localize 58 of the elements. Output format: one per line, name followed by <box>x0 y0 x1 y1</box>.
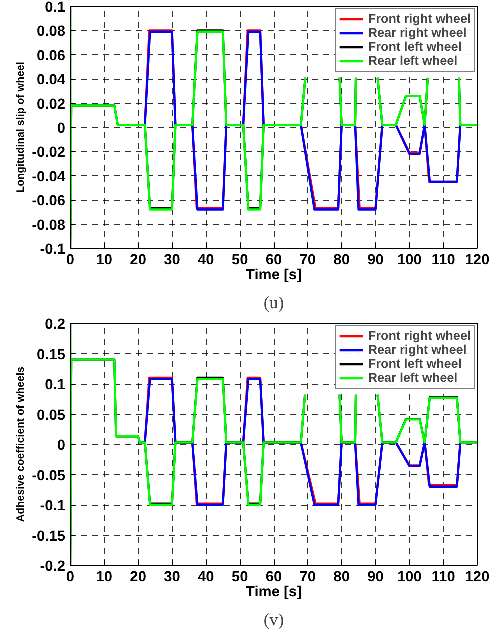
y-axis-title: Adhesive coefficient of wheels <box>15 366 28 522</box>
x-axis-title: Time [s] <box>246 584 302 600</box>
y-tick-label: -0.15 <box>32 528 66 545</box>
x-tick-label: 60 <box>266 252 282 268</box>
x-tick-label: 70 <box>300 252 316 268</box>
x-tick-label: 40 <box>198 570 214 586</box>
text: (u) <box>264 294 284 312</box>
x-tick-label: 20 <box>130 570 146 586</box>
y-tick-label: 0.08 <box>36 24 66 40</box>
x-tick-label: 30 <box>164 570 180 586</box>
x-axis-title: Time [s] <box>246 268 302 284</box>
x-tick-label: 50 <box>232 252 248 268</box>
x-tick-label: 80 <box>334 252 350 268</box>
legend-label: Front left wheel <box>368 40 462 54</box>
y-tick-label: 0.02 <box>36 96 66 113</box>
x-tick-label: 50 <box>232 570 248 586</box>
y-tick-label: 0.2 <box>45 317 66 333</box>
y-tick-label: -0.02 <box>32 145 66 162</box>
x-tick-label: 120 <box>465 570 490 586</box>
x-tick-label: 80 <box>334 570 350 586</box>
x-tick-label: 70 <box>300 570 316 586</box>
legend-label: Front left wheel <box>368 357 462 371</box>
y-tick-label: -0.04 <box>32 169 66 186</box>
x-tick-label: 90 <box>368 252 384 268</box>
y-tick-label: 0.06 <box>36 48 66 64</box>
x-tick-label: 110 <box>432 570 456 586</box>
y-tick-label: 0.04 <box>36 72 66 89</box>
y-tick-label: -0.05 <box>32 468 66 484</box>
legend-label: Front right wheel <box>368 329 471 343</box>
legend-label: Rear right wheel <box>368 343 467 357</box>
x-tick-label: 90 <box>368 570 384 586</box>
y-tick-label: 0.1 <box>45 378 66 394</box>
x-tick-label: 110 <box>432 252 456 268</box>
legend-label: Front right wheel <box>368 12 471 26</box>
y-tick-label: 0.15 <box>36 347 66 364</box>
x-tick-label: 60 <box>266 570 282 586</box>
y-axis-title: Longitudinal slip of wheel <box>15 62 28 193</box>
x-tick-label: 10 <box>96 570 113 586</box>
text: (v) <box>264 610 284 630</box>
y-tick-label: -0.2 <box>40 559 66 575</box>
legend-label: Rear right wheel <box>368 26 467 40</box>
y-tick-label: -0.1 <box>40 242 66 258</box>
legend-label: Rear left wheel <box>368 371 458 385</box>
x-tick-label: 40 <box>198 252 214 268</box>
x-tick-label: 100 <box>397 252 422 268</box>
y-tick-label: 0 <box>57 438 66 454</box>
legend-label: Rear left wheel <box>368 54 458 68</box>
x-tick-label: 20 <box>130 252 146 268</box>
y-tick-label: -0.1 <box>40 498 66 514</box>
y-tick-label: -0.06 <box>32 194 66 210</box>
x-tick-label: 30 <box>164 252 180 268</box>
x-tick-label: 100 <box>397 570 422 586</box>
x-tick-label: 120 <box>465 252 490 268</box>
y-tick-label: 0.05 <box>36 408 66 424</box>
y-tick-label: 0.1 <box>45 0 66 16</box>
y-tick-label: -0.08 <box>32 218 66 234</box>
x-tick-label: 10 <box>96 252 113 268</box>
y-tick-label: 0 <box>57 121 66 137</box>
